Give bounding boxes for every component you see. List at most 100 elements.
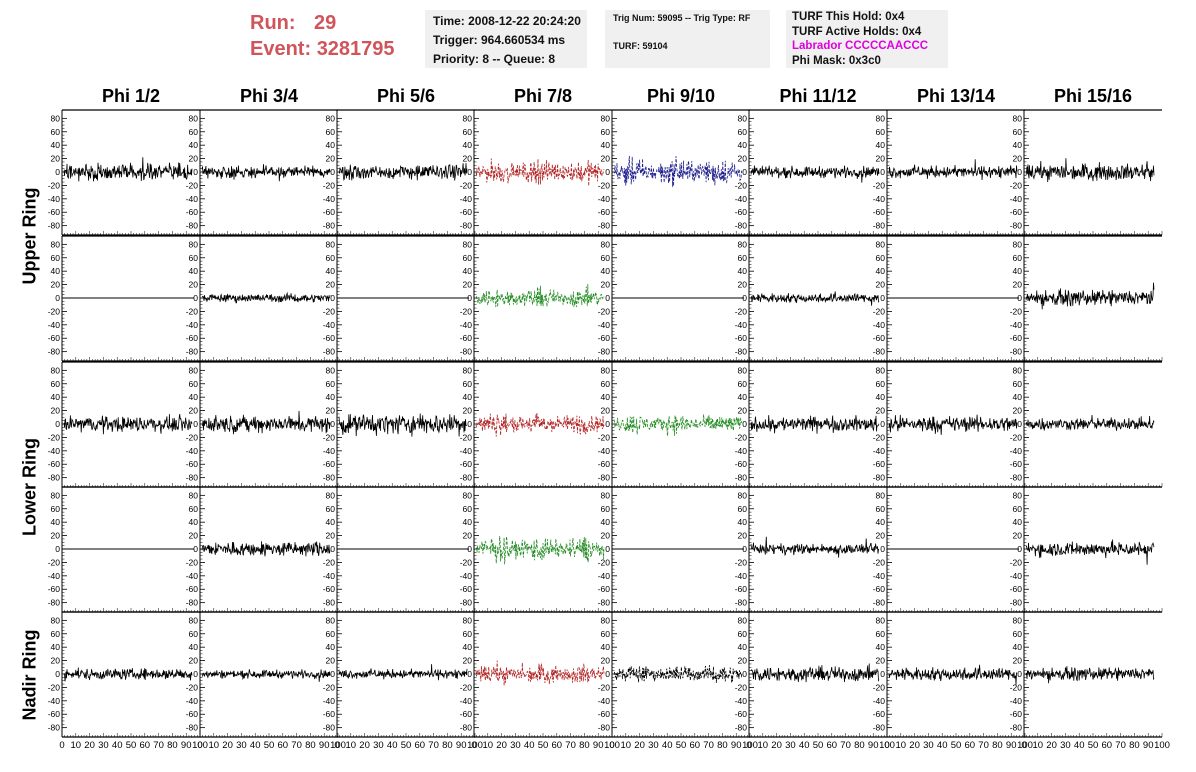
waveform-panel: -80 -60 -40 -20 0 20 40 60 80	[460, 109, 613, 236]
y-tick-label: 40	[189, 642, 199, 652]
y-tick-label: 20	[463, 154, 473, 164]
y-tick-label: 40	[601, 140, 611, 150]
y-tick-label: 0	[1017, 544, 1022, 554]
y-tick-label: -40	[323, 696, 336, 706]
waveform-panel: -80 -60 -40 -20 0 20 40 60 80	[1010, 235, 1163, 362]
y-tick-label: -60	[873, 584, 886, 594]
y-tick-label: -80	[735, 473, 748, 483]
y-tick-label: -20	[48, 306, 61, 316]
y-tick-label: 80	[189, 239, 199, 249]
x-tick-label: 70	[428, 740, 439, 751]
y-tick-label: -40	[598, 194, 611, 204]
x-tick-label: 10	[621, 740, 632, 751]
y-tick-label: -80	[598, 473, 611, 483]
x-tick-label: 60	[140, 740, 151, 751]
y-tick-label: 80	[463, 365, 473, 375]
x-tick-label: 70	[978, 740, 989, 751]
x-tick-label: 10	[346, 740, 357, 751]
y-tick-label: 80	[876, 365, 886, 375]
x-tick-label: 40	[250, 740, 261, 751]
y-tick-label: 40	[51, 642, 61, 652]
y-tick-label: -20	[598, 180, 611, 190]
y-tick-label: 40	[326, 266, 336, 276]
waveform-panel: -80 -60 -40 -20 0 20 40 60 80	[735, 109, 888, 236]
y-tick-label: -80	[323, 598, 336, 608]
y-tick-label: -80	[48, 473, 61, 483]
y-tick-label: -60	[735, 584, 748, 594]
waveform-line	[613, 414, 743, 436]
y-tick-label: 80	[876, 615, 886, 625]
y-tick-label: 40	[189, 517, 199, 527]
y-tick-label: 0	[330, 293, 335, 303]
y-tick-label: 40	[601, 392, 611, 402]
y-tick-label: -60	[48, 333, 61, 343]
waveform-panel: -80 -60 -40 -20 0 20 40 60 80	[323, 486, 476, 613]
y-tick-label: 0	[55, 419, 60, 429]
y-tick-label: 60	[463, 629, 473, 639]
waveform-line	[475, 536, 605, 565]
y-tick-label: -60	[460, 333, 473, 343]
y-tick-label: 20	[463, 656, 473, 666]
y-tick-label: 0	[880, 167, 885, 177]
phi-column-label: Phi 9/10	[646, 86, 716, 106]
y-tick-label: 60	[51, 629, 61, 639]
waveform-line	[1025, 414, 1155, 431]
x-tick-label: 30	[785, 740, 796, 751]
x-tick-label: 70	[291, 740, 302, 751]
y-tick-label: 40	[601, 517, 611, 527]
turf-this-hold-text: TURF This Hold: 0x4	[792, 11, 905, 23]
x-tick-label: 100	[742, 740, 758, 751]
x-tick-label: 20	[909, 740, 920, 751]
y-tick-label: 40	[1013, 140, 1023, 150]
x-tick-label: 10	[483, 740, 494, 751]
y-tick-label: 20	[326, 406, 336, 416]
y-tick-label: 40	[738, 517, 748, 527]
x-tick-label: 40	[799, 740, 810, 751]
y-tick-label: -60	[323, 207, 336, 217]
y-tick-label: 0	[742, 544, 747, 554]
y-tick-label: 20	[1013, 280, 1023, 290]
y-tick-label: -60	[1010, 333, 1023, 343]
phi-column-label: Phi 11/12	[779, 86, 857, 106]
waveform-panel: -80 -60 -40 -20 0 20 40 60 80	[873, 486, 1026, 613]
y-tick-label: 60	[51, 504, 61, 514]
y-tick-label: -20	[1010, 682, 1023, 692]
x-tick-label: 100	[604, 740, 620, 751]
y-tick-label: -80	[1010, 221, 1023, 231]
y-tick-label: -40	[735, 696, 748, 706]
x-tick-label: 30	[236, 740, 247, 751]
waveform-line	[1025, 539, 1155, 565]
y-tick-label: 0	[605, 293, 610, 303]
y-tick-label: -40	[873, 571, 886, 581]
y-tick-label: 80	[51, 113, 61, 123]
y-tick-label: -40	[48, 194, 61, 204]
y-tick-label: -40	[460, 571, 473, 581]
waveform-panel: -80 -60 -40 -20 0 20 40 60 80	[323, 611, 476, 738]
y-tick-label: 60	[463, 504, 473, 514]
y-tick-label: -60	[186, 709, 199, 719]
waveform-panel: -80 -60 -40 -20 0 20 40 60 80	[735, 235, 888, 362]
y-tick-label: -80	[186, 221, 199, 231]
y-tick-label: 80	[326, 113, 336, 123]
x-tick-label: 10	[71, 740, 82, 751]
y-tick-label: -80	[48, 723, 61, 733]
y-tick-label: 40	[463, 517, 473, 527]
y-tick-label: 20	[601, 280, 611, 290]
y-tick-label: -20	[460, 682, 473, 692]
y-tick-label: 60	[876, 253, 886, 263]
y-tick-label: 80	[326, 239, 336, 249]
turf-info-box: TURF This Hold: 0x4 TURF Active Holds: 0…	[786, 10, 948, 68]
y-tick-label: -20	[186, 682, 199, 692]
y-tick-label: -60	[460, 207, 473, 217]
y-tick-label: -60	[1010, 584, 1023, 594]
y-tick-label: 0	[880, 419, 885, 429]
y-tick-label: -80	[460, 598, 473, 608]
y-tick-label: 80	[463, 239, 473, 249]
y-tick-label: 0	[605, 167, 610, 177]
x-tick-label: 10	[758, 740, 769, 751]
y-tick-label: -80	[1010, 598, 1023, 608]
y-tick-label: 20	[51, 280, 61, 290]
y-tick-label: -40	[48, 446, 61, 456]
y-tick-label: 0	[742, 293, 747, 303]
y-tick-label: 60	[326, 127, 336, 137]
